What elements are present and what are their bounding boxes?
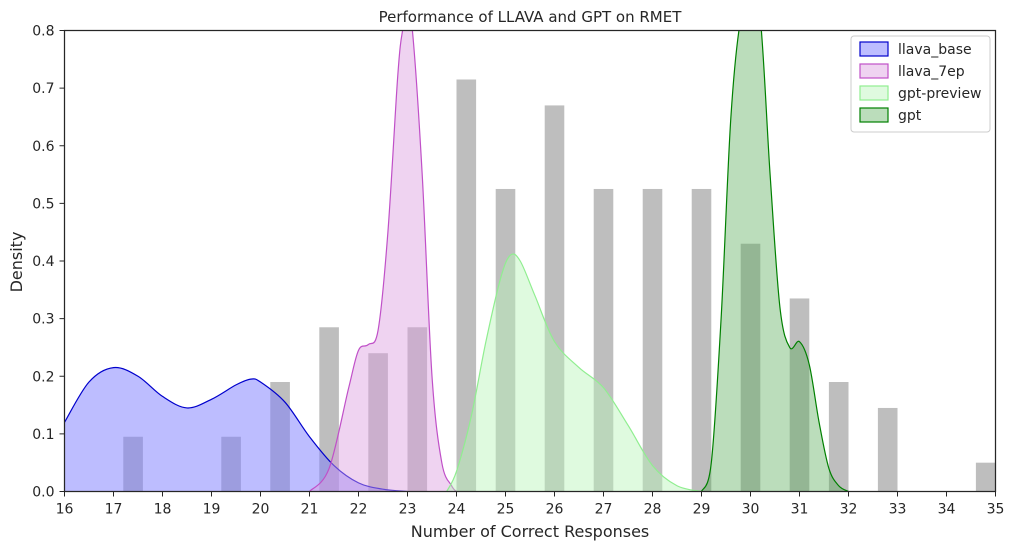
x-axis-ticks: 16 17 18 19 20 21 22 23 24 25 26 27 28 29 30 31 32 33 34 35	[56, 491, 1005, 518]
histogram-bar-16	[877, 407, 898, 492]
chart-legend: llava_base llava_7ep gpt-preview gpt	[850, 35, 991, 133]
kde-line-llava_7ep	[309, 30, 457, 492]
legend-swatch-gpt	[859, 107, 889, 123]
x-tick-label-28: 28	[644, 502, 662, 518]
histogram-bar-6	[407, 327, 428, 492]
y-axis-label: Density	[7, 232, 26, 293]
histogram-bar-17	[975, 462, 996, 492]
histogram-bar-12	[691, 188, 712, 492]
y-tick-label-0.5: 0.5	[32, 196, 54, 212]
kde-area-gpt	[701, 30, 849, 492]
x-tick-label-34: 34	[938, 502, 956, 518]
kde-line-gpt-preview	[446, 253, 702, 492]
x-tick-label-31: 31	[791, 502, 809, 518]
y-tick-label-0.8: 0.8	[32, 24, 54, 40]
chart-title: Performance of LLAVA and GPT on RMET	[379, 8, 683, 26]
x-tick-label-35: 35	[987, 502, 1005, 518]
legend-swatch-gpt-preview	[859, 85, 889, 101]
y-tick-label-0.6: 0.6	[32, 139, 54, 155]
x-tick-label-16: 16	[56, 502, 74, 518]
x-tick-label-20: 20	[252, 502, 270, 518]
kde-line-llava_base	[64, 366, 408, 492]
histogram-bar-15	[828, 382, 849, 492]
histogram-bar-11	[642, 188, 663, 492]
histogram-bar-4	[368, 353, 388, 492]
histogram-bars	[123, 79, 996, 492]
y-tick-label-0.2: 0.2	[32, 369, 54, 385]
x-tick-label-17: 17	[105, 502, 123, 518]
histogram-bar-7	[456, 79, 477, 492]
y-tick-label-0.4: 0.4	[32, 254, 54, 270]
y-axis-ticks: 0.0 0.1 0.2 0.3 0.4 0.5 0.6 0.7 0.8	[32, 24, 65, 501]
x-tick-label-18: 18	[154, 502, 172, 518]
kde-curves	[64, 30, 849, 492]
x-tick-label-30: 30	[742, 502, 760, 518]
histogram-bar-8	[495, 188, 516, 492]
x-tick-label-27: 27	[595, 502, 613, 518]
histogram-bar-10	[593, 188, 614, 492]
legend-label-gpt: gpt	[898, 108, 922, 124]
y-tick-label-0.1: 0.1	[32, 427, 54, 443]
x-tick-label-33: 33	[889, 502, 907, 518]
legend-label-llava_7ep: llava_7ep	[898, 64, 965, 80]
x-tick-label-32: 32	[840, 502, 858, 518]
x-tick-label-25: 25	[497, 502, 515, 518]
x-tick-label-29: 29	[693, 502, 711, 518]
legend-label-gpt-preview: gpt-preview	[898, 86, 982, 102]
histogram-bar-13	[740, 243, 761, 492]
x-axis-label: Number of Correct Responses	[411, 522, 650, 541]
y-tick-label-0.7: 0.7	[32, 81, 54, 97]
y-tick-label-0.0: 0.0	[32, 485, 54, 501]
x-tick-label-24: 24	[448, 502, 466, 518]
x-tick-label-26: 26	[546, 502, 564, 518]
x-tick-label-22: 22	[350, 502, 368, 518]
legend-swatch-llava_base	[859, 41, 889, 57]
x-tick-label-21: 21	[301, 502, 319, 518]
histogram-bar-14	[789, 298, 810, 492]
kde-area-gpt-preview	[446, 253, 702, 492]
legend-label-llava_base: llava_base	[898, 42, 972, 58]
histogram-bar-9	[544, 105, 565, 492]
kde-area-llava_7ep	[309, 30, 457, 492]
x-tick-label-23: 23	[399, 502, 417, 518]
kde-line-gpt	[700, 30, 849, 492]
kde-area-llava_base	[64, 367, 408, 492]
legend-swatch-llava_7ep	[859, 63, 889, 79]
y-tick-label-0.3: 0.3	[32, 312, 54, 328]
x-tick-label-19: 19	[203, 502, 221, 518]
